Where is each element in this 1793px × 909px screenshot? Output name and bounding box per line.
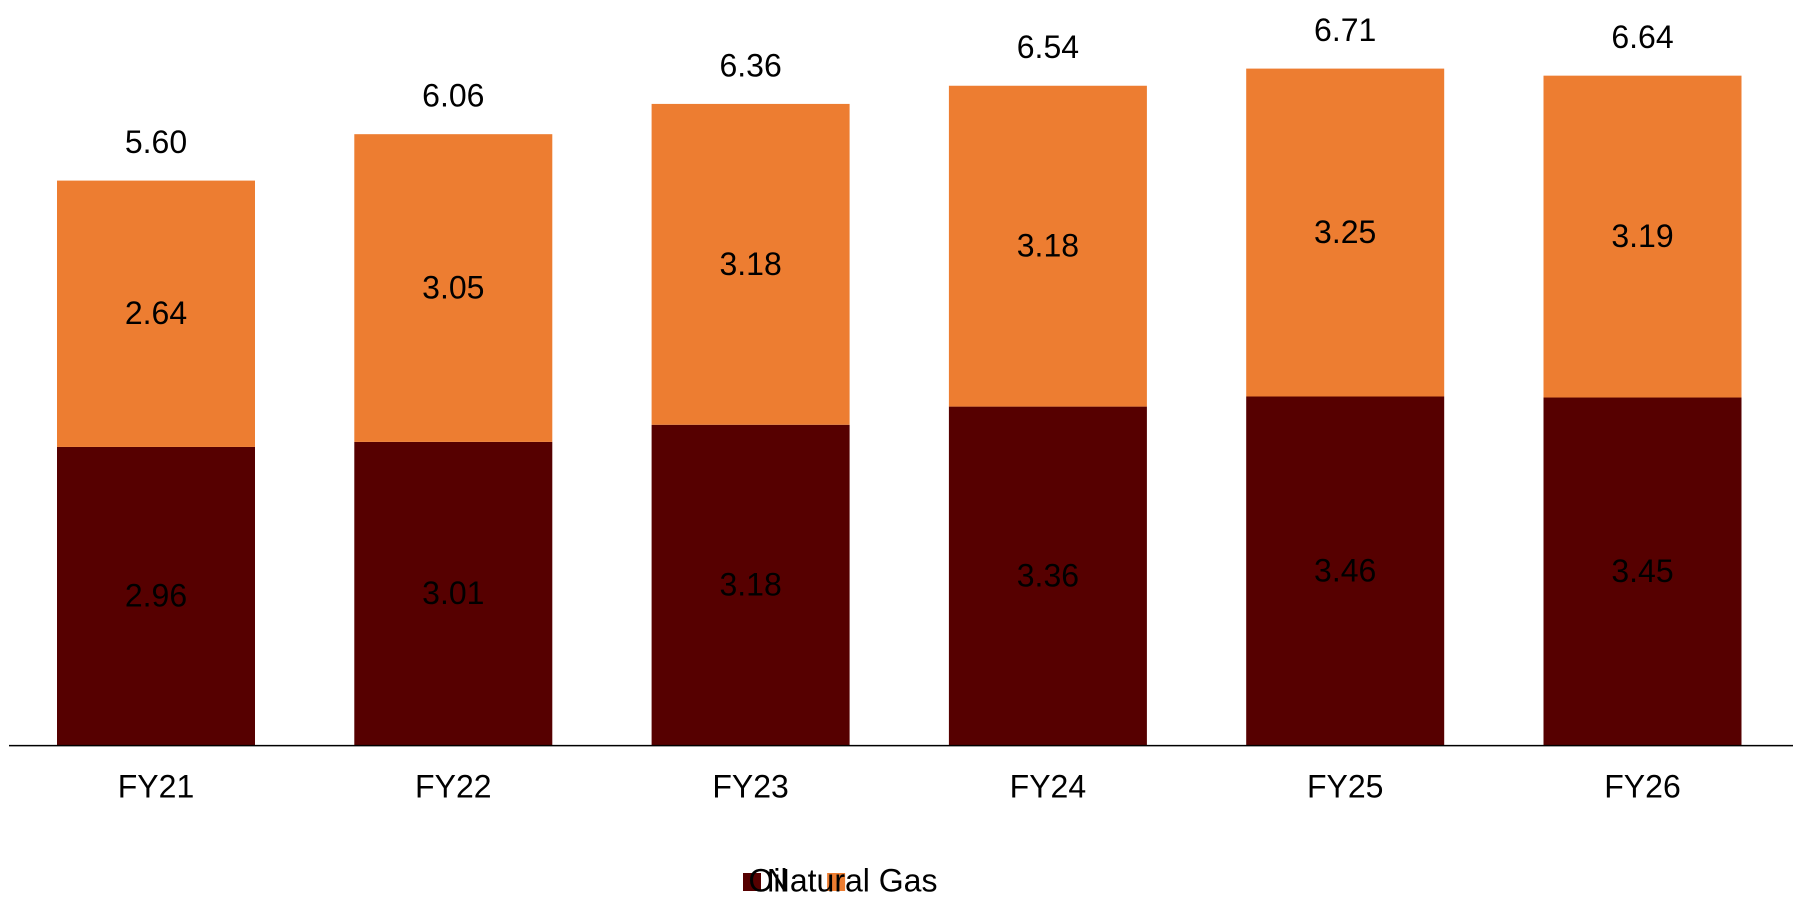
legend-label: Oil (748, 862, 787, 898)
bar-segment (354, 134, 553, 442)
bar-segment (651, 424, 850, 746)
x-tick-label: FY25 (1307, 768, 1383, 804)
data-label: 3.46 (1314, 553, 1376, 589)
bar-segment (948, 406, 1147, 746)
total-label: 6.54 (1017, 29, 1079, 65)
x-tick-label: FY24 (1010, 768, 1086, 804)
data-label: 3.01 (422, 575, 484, 611)
legend-label: Natural Gas (767, 862, 938, 898)
total-label: 5.60 (125, 124, 187, 160)
data-label: 3.18 (719, 246, 781, 282)
data-label: 3.18 (1017, 228, 1079, 264)
x-tick-label: FY23 (712, 768, 788, 804)
bar-segment (651, 103, 850, 425)
bar-segment (1543, 397, 1742, 746)
data-label: 3.25 (1314, 214, 1376, 250)
data-label: 3.05 (422, 269, 484, 305)
total-label: 6.06 (422, 78, 484, 114)
bar-segment (1543, 75, 1742, 398)
data-label: 2.64 (125, 295, 187, 331)
data-label: 3.45 (1611, 553, 1673, 589)
total-label: 6.71 (1314, 12, 1376, 48)
bar-segment (57, 446, 255, 746)
x-tick-label: FY26 (1604, 768, 1680, 804)
total-label: 6.64 (1611, 19, 1673, 55)
data-label: 2.96 (125, 578, 187, 614)
data-label: 3.36 (1017, 558, 1079, 594)
legend-swatch (827, 873, 846, 891)
data-label: 3.18 (719, 567, 781, 603)
legend-swatch (743, 873, 761, 891)
bar-segment (1246, 68, 1445, 397)
bar-segment (1246, 396, 1445, 746)
bar-segment (354, 441, 553, 746)
bar-segment (948, 85, 1147, 407)
data-label: 3.19 (1611, 218, 1673, 254)
total-label: 6.36 (719, 47, 781, 83)
bar-segment (57, 180, 255, 447)
x-tick-label: FY21 (118, 768, 194, 804)
x-tick-label: FY22 (415, 768, 491, 804)
